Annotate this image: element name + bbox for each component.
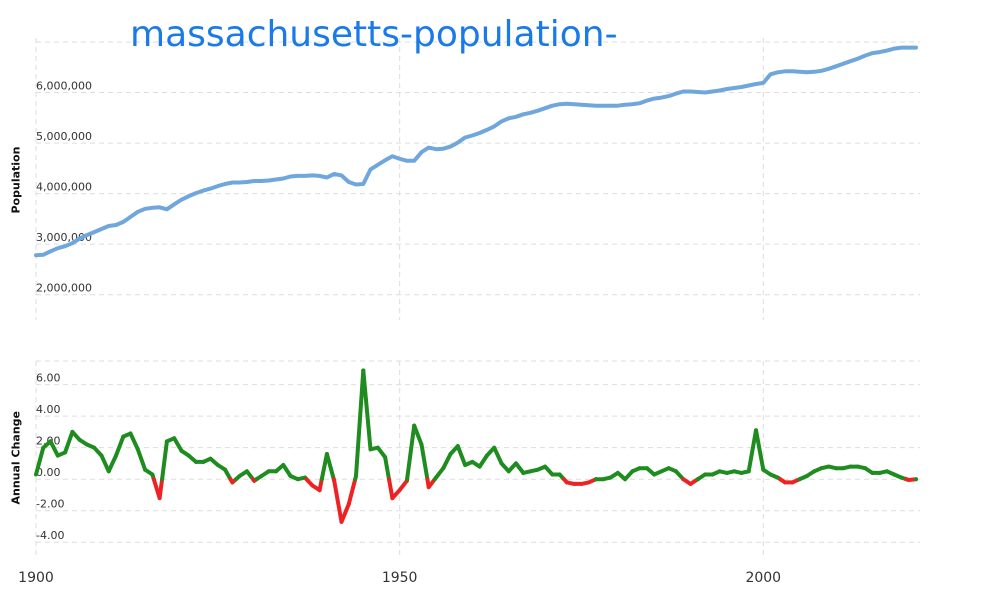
population-series	[36, 48, 916, 256]
annual-change-segment-negative	[349, 479, 356, 504]
top-y-tick-label: 2,000,000	[36, 282, 92, 295]
annual-change-segment-positive	[327, 454, 334, 479]
bottom-y-axis-label: Annual Change	[10, 413, 23, 505]
bottom-y-tick-label: -4.00	[36, 529, 64, 542]
top-y-tick-label: 4,000,000	[36, 181, 92, 194]
annual-change-series	[36, 370, 916, 521]
top-y-axis-label: Population	[10, 150, 23, 214]
bottom-y-tick-label: 6.00	[36, 372, 61, 385]
annual-change-segment-negative	[342, 504, 349, 521]
annual-change-segment-positive	[356, 371, 363, 477]
annual-change-segment-positive	[65, 432, 72, 453]
annual-change-segment-negative	[389, 479, 392, 498]
annual-change-segment-positive	[756, 430, 763, 469]
x-tick-label: 1950	[382, 570, 418, 586]
annual-change-segment-positive	[414, 426, 421, 445]
annual-change-segment-positive	[385, 457, 389, 479]
x-tick-label: 2000	[745, 570, 781, 586]
annual-change-segment-positive	[174, 438, 181, 451]
x-tick-label: 1900	[18, 570, 54, 586]
annual-change-segment-positive	[131, 434, 138, 450]
annual-change-segment-positive	[109, 456, 116, 472]
bottom-y-tick-label: 4.00	[36, 403, 61, 416]
annual-change-segment-positive	[494, 448, 501, 464]
top-panel-y-tick-labels: 2,000,0003,000,0004,000,0005,000,0006,00…	[36, 80, 92, 295]
top-y-tick-label: 6,000,000	[36, 80, 92, 93]
annual-change-segment-positive	[749, 430, 756, 471]
annual-change-segment-positive	[407, 426, 414, 480]
annual-change-segment-positive	[162, 441, 167, 479]
bottom-y-tick-label: -2.00	[36, 498, 64, 511]
annual-change-segment-positive	[458, 446, 465, 465]
annual-change-segment-positive	[363, 371, 370, 450]
annual-change-segment-positive	[443, 454, 450, 468]
bottom-panel-grid	[36, 361, 920, 558]
annual-change-segment-negative	[160, 479, 163, 498]
annual-change-segment-negative	[334, 481, 341, 522]
annual-change-segment-positive	[422, 445, 428, 480]
population-line	[36, 48, 916, 256]
top-y-tick-label: 5,000,000	[36, 130, 92, 143]
x-tick-labels: 1900 1950 2000	[18, 570, 781, 586]
top-panel-grid	[36, 38, 920, 320]
annual-change-segment-positive	[138, 449, 145, 469]
annual-change-segment-positive	[116, 437, 123, 456]
chart-title: massachusetts-population-	[130, 14, 618, 55]
